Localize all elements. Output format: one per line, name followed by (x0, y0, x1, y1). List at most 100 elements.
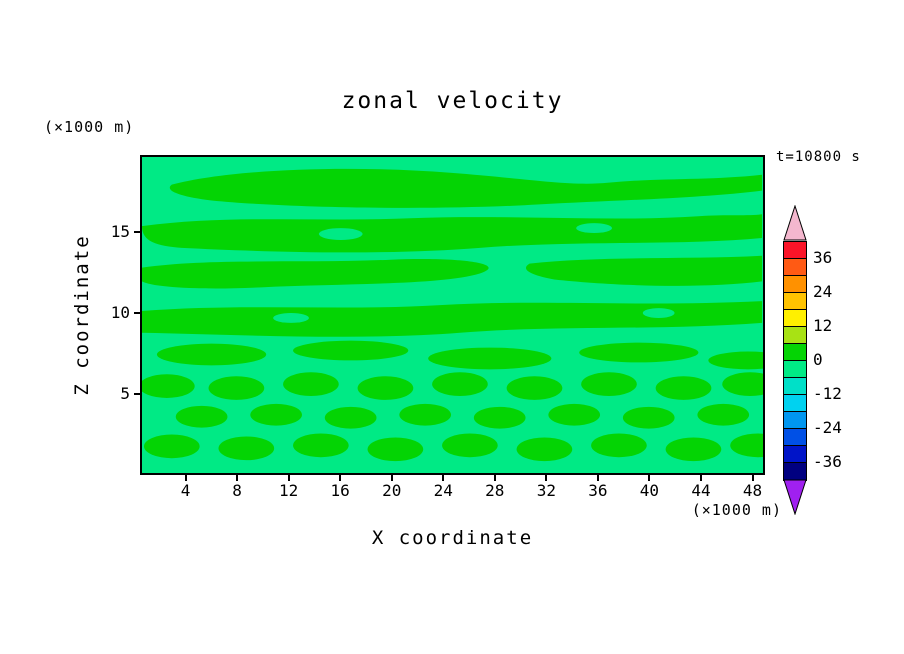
colorbar-segment (784, 361, 806, 378)
x-tick-mark (545, 475, 548, 481)
contour-band (142, 214, 763, 253)
contour-hole (273, 313, 309, 323)
contour-blob (250, 403, 302, 426)
colorbar-segment (784, 259, 806, 276)
x-tick-label: 40 (639, 481, 660, 500)
z-tick-label: 15 (110, 222, 130, 241)
contour-blob (708, 351, 763, 370)
x-axis-units-label: (×1000 m) (691, 501, 782, 519)
contour-blob (665, 437, 722, 462)
colorbar-segment (784, 344, 806, 361)
colorbar-tick-label: -24 (813, 418, 842, 437)
contour-blob (283, 372, 339, 396)
contour-field (142, 157, 763, 473)
page-title: zonal velocity (341, 88, 564, 114)
colorbar-segment (784, 293, 806, 310)
z-axis-units-label: (×1000 m) (44, 118, 135, 136)
colorbar-segment (784, 276, 806, 293)
x-tick-mark (236, 475, 239, 481)
colorbar-tick-label: 0 (813, 350, 823, 369)
contour-blob (432, 372, 488, 396)
colorbar-segment (784, 327, 806, 344)
x-tick-label: 32 (536, 481, 556, 500)
colorbar-over-arrow (783, 205, 807, 241)
colorbar-tick-label: 24 (813, 282, 833, 301)
x-tick-mark (751, 475, 754, 481)
contour-blob (730, 433, 763, 458)
x-tick-label: 20 (382, 481, 402, 500)
contour-blob (581, 372, 637, 396)
x-tick-mark (493, 475, 496, 481)
colorbar-tick-label: 36 (813, 248, 833, 267)
colorbar-segment (784, 412, 806, 429)
colorbar-segment (784, 395, 806, 412)
z-axis-title: Z coordinate (71, 234, 93, 396)
contour-blob (218, 436, 275, 461)
x-tick-label: 12 (278, 481, 299, 500)
contour-blob (399, 403, 452, 426)
contour-hole (318, 228, 363, 240)
colorbar-segment (784, 310, 806, 327)
colorbar-tick-label: 12 (813, 316, 833, 335)
contour-blob (548, 403, 601, 426)
x-axis-title: X coordinate (371, 527, 534, 549)
z-tick-mark (134, 231, 140, 233)
contour-blob (175, 405, 228, 428)
x-tick-mark (287, 475, 290, 481)
z-tick-label: 5 (120, 384, 130, 403)
contour-blob (293, 433, 349, 458)
colorbar-segment (784, 429, 806, 446)
colorbar-segment (784, 463, 806, 480)
x-tick-label: 44 (691, 481, 711, 500)
contour-blob (506, 376, 563, 400)
z-tick-label: 10 (110, 303, 130, 322)
contour-blob (293, 340, 409, 361)
contour-blob (428, 347, 552, 370)
contour-band (142, 259, 489, 289)
contour-blob (622, 406, 675, 429)
z-tick-mark (134, 312, 140, 314)
contour-hole (642, 308, 675, 318)
contour-blob (143, 434, 200, 459)
time-annotation: t=10800 s (776, 149, 861, 165)
x-tick-mark (184, 475, 187, 481)
x-tick-label: 28 (485, 481, 505, 500)
contour-blob (357, 376, 414, 400)
x-tick-label: 36 (588, 481, 608, 500)
contour-blob (655, 376, 712, 400)
colorbar-segment (784, 242, 806, 259)
contour-band (142, 301, 763, 337)
x-tick-label: 48 (742, 481, 763, 500)
contour-blob (156, 343, 267, 366)
contour-blob (442, 433, 498, 458)
colorbar-segment (784, 446, 806, 463)
x-tick-mark (390, 475, 393, 481)
x-tick-mark (648, 475, 651, 481)
contour-band (525, 255, 763, 286)
x-tick-label: 16 (330, 481, 350, 500)
contour-negative-holes (273, 223, 675, 323)
x-tick-mark (442, 475, 445, 481)
contour-blob (142, 374, 195, 398)
x-tick-mark (699, 475, 702, 481)
contour-positive-bands (142, 168, 763, 462)
contour-blob (367, 437, 424, 462)
x-tick-mark (596, 475, 599, 481)
colorbar (783, 241, 807, 481)
x-tick-label: 4 (180, 481, 191, 500)
x-tick-label: 24 (433, 481, 453, 500)
z-tick-mark (134, 393, 140, 395)
contour-blob (591, 433, 647, 458)
contour-blob (722, 372, 763, 396)
contour-blob (516, 437, 573, 462)
contour-blob (697, 403, 750, 426)
x-tick-mark (339, 475, 342, 481)
contour-hole (576, 223, 612, 234)
colorbar-tick-label: -36 (813, 452, 842, 471)
contour-plot-area (140, 155, 765, 475)
contour-blob (324, 406, 377, 429)
contour-blob (473, 406, 526, 429)
x-tick-label: 8 (232, 481, 242, 500)
colorbar-segment (784, 378, 806, 395)
